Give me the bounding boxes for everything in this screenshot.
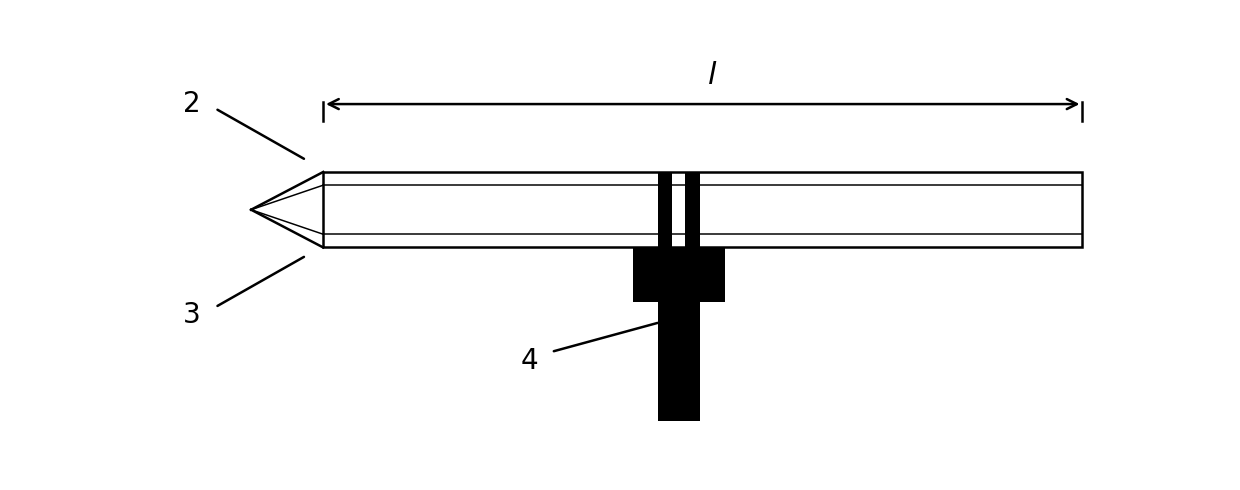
Bar [657, 302, 699, 421]
Text: 4: 4 [521, 346, 538, 375]
Bar [324, 172, 1083, 247]
Text: $l$: $l$ [707, 61, 718, 90]
Text: 3: 3 [182, 301, 201, 329]
Bar [632, 247, 725, 302]
Text: 2: 2 [182, 90, 201, 118]
Bar [657, 172, 672, 247]
Bar [686, 172, 699, 247]
